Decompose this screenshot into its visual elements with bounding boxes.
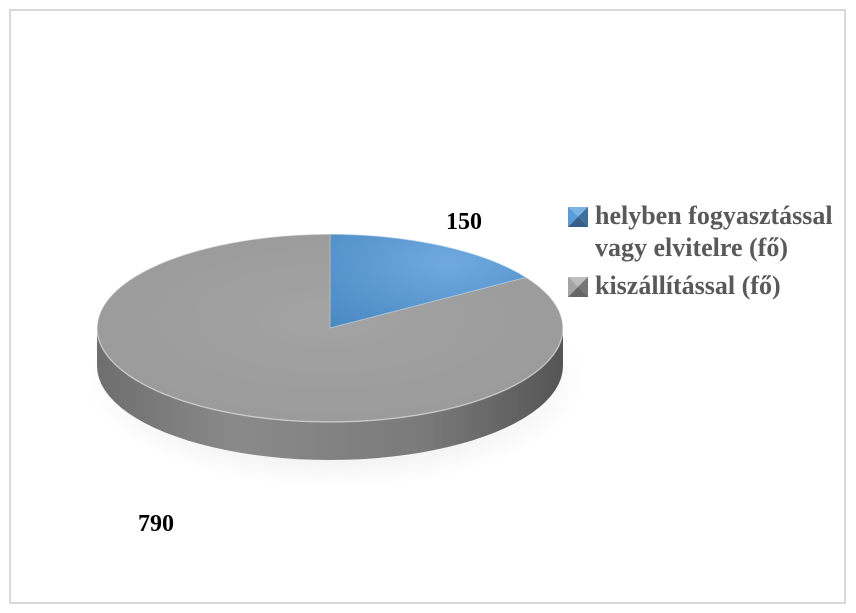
legend-item-kiszallitassal: kiszállítással (fő) xyxy=(568,270,848,302)
pie-slice-2 xyxy=(96,233,564,423)
pie-slice-1 xyxy=(329,233,528,329)
legend-swatch-blue xyxy=(568,207,588,227)
legend-item-helyben: helyben fogyasztással vagy elvitelre (fő… xyxy=(568,200,848,264)
legend-swatch-gray xyxy=(568,277,588,297)
pie-rim-highlight xyxy=(96,233,564,423)
pie-slice-side-2 xyxy=(97,328,563,460)
chart-legend: helyben fogyasztással vagy elvitelre (fő… xyxy=(568,200,848,302)
data-label-slice-2: 790 xyxy=(138,511,174,537)
legend-label-helyben: helyben fogyasztással vagy elvitelre (fő… xyxy=(595,201,833,262)
legend-label-kiszallitassal: kiszállítással (fő) xyxy=(595,271,781,300)
data-label-slice-1: 150 xyxy=(446,209,482,235)
